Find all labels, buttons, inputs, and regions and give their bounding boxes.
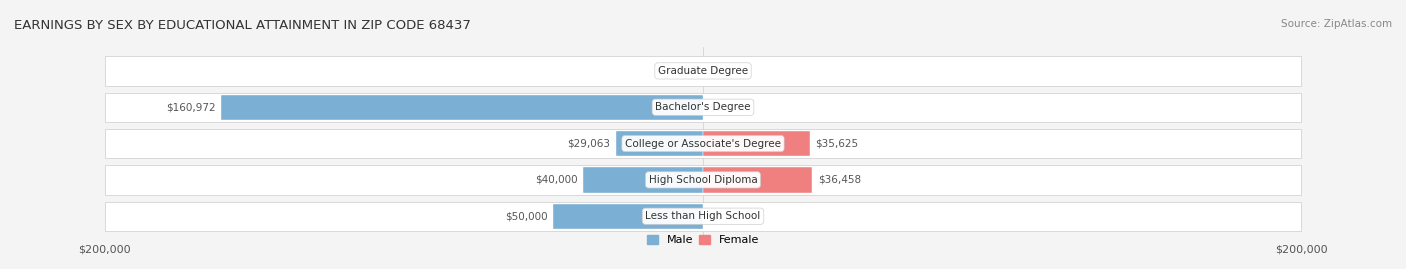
Bar (703, 131, 810, 156)
Text: High School Diploma: High School Diploma (648, 175, 758, 185)
Text: Source: ZipAtlas.com: Source: ZipAtlas.com (1281, 19, 1392, 29)
Bar (616, 131, 703, 156)
Bar (104, 165, 1302, 194)
Bar (222, 94, 703, 120)
Text: $0: $0 (709, 211, 723, 221)
Text: $35,625: $35,625 (815, 139, 859, 148)
Text: $50,000: $50,000 (505, 211, 547, 221)
Text: $0: $0 (709, 66, 723, 76)
Bar (104, 129, 1302, 158)
Text: EARNINGS BY SEX BY EDUCATIONAL ATTAINMENT IN ZIP CODE 68437: EARNINGS BY SEX BY EDUCATIONAL ATTAINMEN… (14, 19, 471, 32)
Text: $40,000: $40,000 (534, 175, 578, 185)
Text: $0: $0 (683, 66, 697, 76)
Bar (104, 93, 1302, 122)
Text: College or Associate's Degree: College or Associate's Degree (626, 139, 780, 148)
Text: Graduate Degree: Graduate Degree (658, 66, 748, 76)
Bar (554, 204, 703, 229)
Bar (703, 167, 813, 193)
Bar (104, 201, 1302, 231)
Text: Bachelor's Degree: Bachelor's Degree (655, 102, 751, 112)
Text: $0: $0 (709, 102, 723, 112)
Text: Less than High School: Less than High School (645, 211, 761, 221)
Bar (104, 56, 1302, 86)
Text: $160,972: $160,972 (166, 102, 215, 112)
Text: $29,063: $29,063 (567, 139, 610, 148)
Legend: Male, Female: Male, Female (643, 231, 763, 250)
Bar (583, 167, 703, 193)
Text: $36,458: $36,458 (818, 175, 860, 185)
